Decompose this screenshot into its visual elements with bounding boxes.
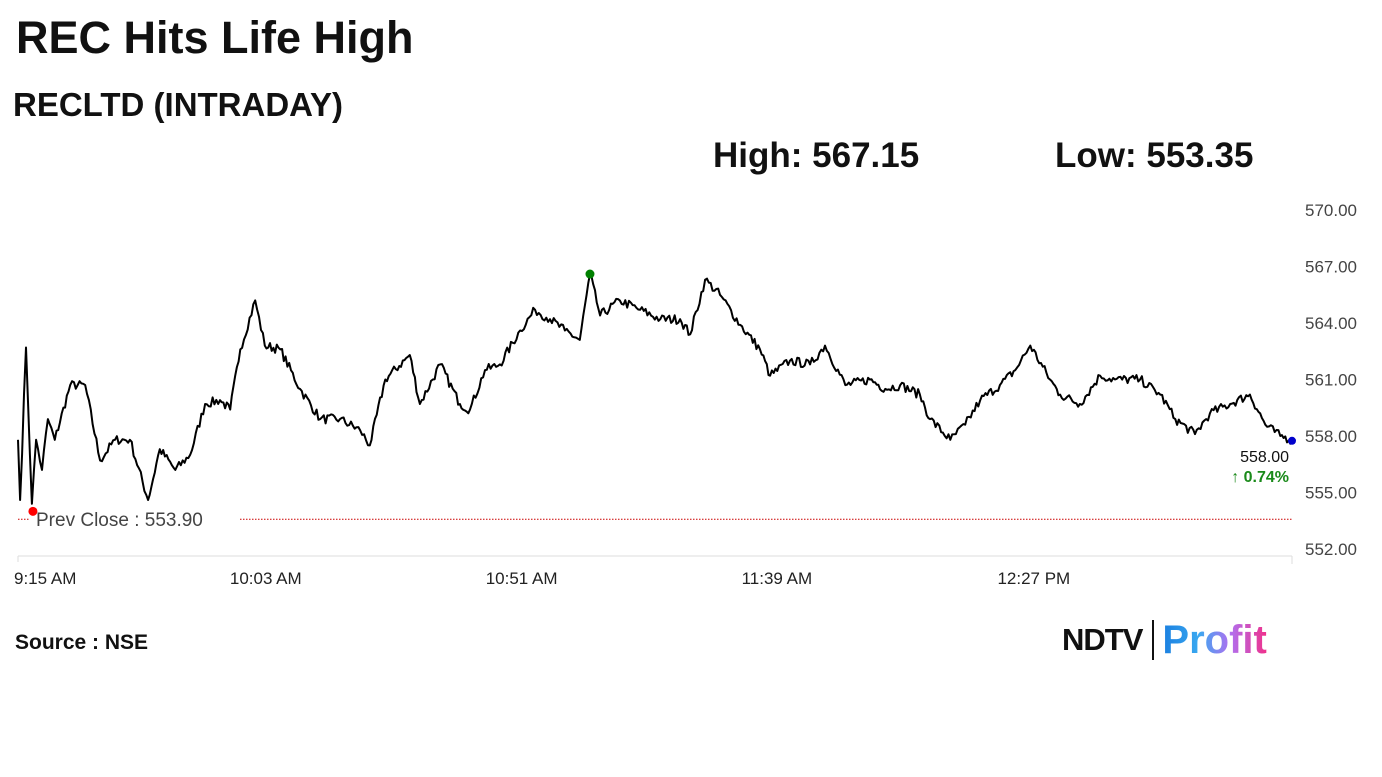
y-tick-label: 567.00 [1305, 258, 1357, 277]
x-tick-label: 9:15 AM [14, 569, 76, 588]
logo-divider [1152, 620, 1155, 660]
logo-profit-text: Profit [1162, 617, 1267, 662]
last-price-marker [1288, 436, 1296, 445]
y-tick-label: 558.00 [1305, 427, 1357, 446]
y-tick-label: 564.00 [1305, 314, 1357, 333]
x-tick-label: 10:03 AM [230, 569, 302, 588]
chart-subtitle: RECLTD (INTRADAY) [13, 86, 343, 123]
y-tick-label: 552.00 [1305, 540, 1357, 559]
x-tick-label: 10:51 AM [486, 569, 558, 588]
low-value: Low: 553.35 [1055, 136, 1254, 175]
logo-ndtv-text: NDTV [1062, 622, 1143, 657]
change-percent-label: ↑ 0.74% [1231, 469, 1289, 486]
y-tick-label: 570.00 [1305, 201, 1357, 220]
y-tick-label: 561.00 [1305, 371, 1357, 390]
price-line [17, 273, 1293, 505]
high-marker [585, 269, 595, 279]
low-marker [28, 506, 38, 516]
high-value: High: 567.15 [713, 136, 920, 175]
source-label: Source : NSE [15, 631, 149, 654]
ndtv-profit-logo: NDTV Profit [1062, 618, 1267, 662]
page-title: REC Hits Life High [16, 12, 414, 63]
last-price-label: 558.00 [1240, 449, 1289, 466]
x-tick-label: 12:27 PM [997, 569, 1070, 588]
x-tick-label: 11:39 AM [742, 569, 813, 588]
y-tick-label: 555.00 [1305, 484, 1357, 503]
prev-close-label: Prev Close : 553.90 [36, 510, 203, 531]
